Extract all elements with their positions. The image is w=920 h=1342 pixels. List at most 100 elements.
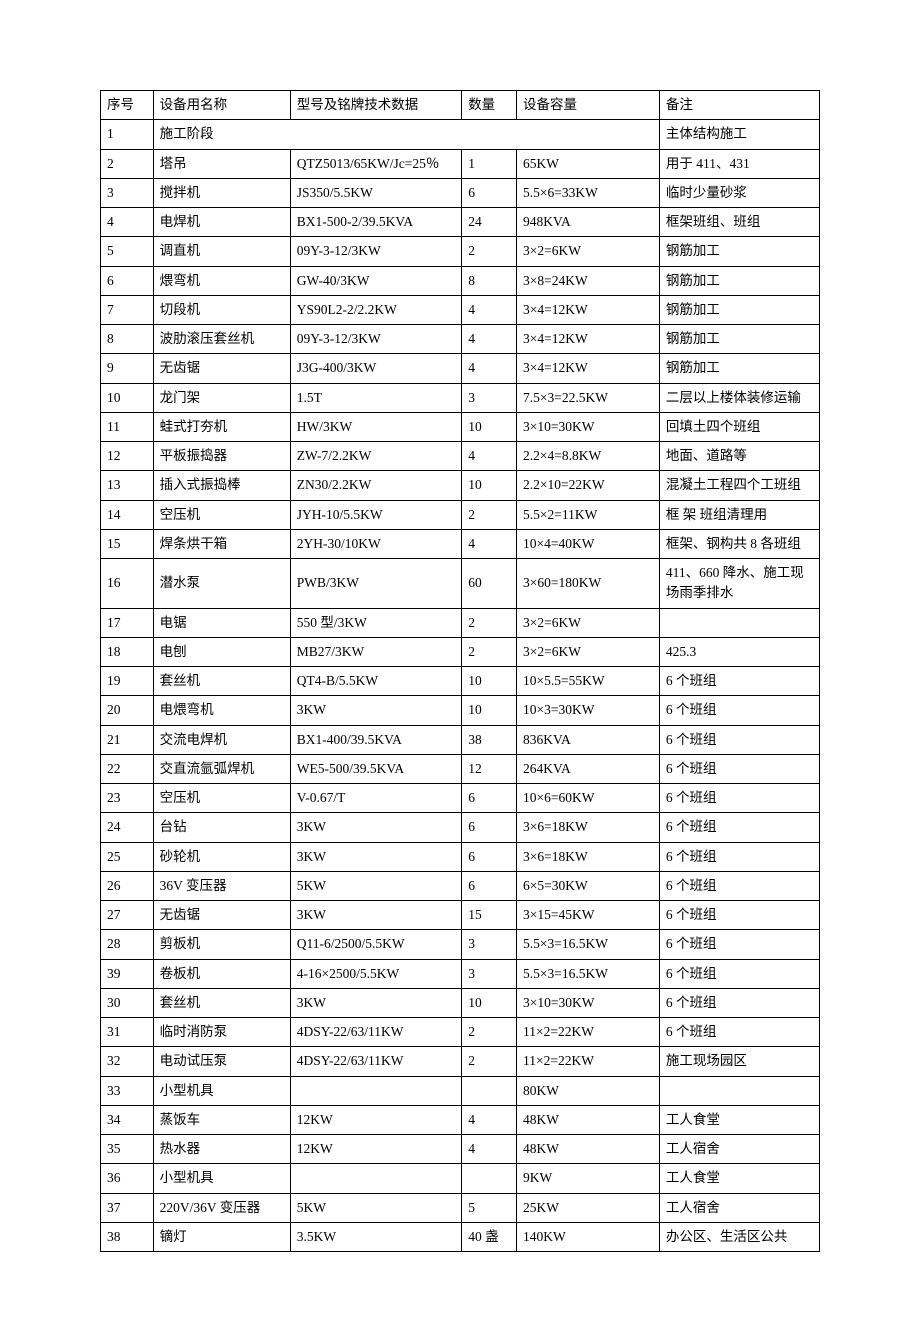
cell-name: 平板振捣器 bbox=[153, 442, 290, 471]
cell-model: 3.5KW bbox=[290, 1222, 461, 1251]
cell-cap: 2.2×10=22KW bbox=[517, 471, 660, 500]
cell-qty: 4 bbox=[462, 1135, 517, 1164]
table-row: 2塔吊QTZ5013/65KW/Jc=25％165KW用于 411、431 bbox=[101, 149, 820, 178]
cell-qty: 4 bbox=[462, 442, 517, 471]
table-row: 3搅拌机JS350/5.5KW65.5×6=33KW临时少量砂浆 bbox=[101, 178, 820, 207]
table-row: 23空压机V-0.67/T610×6=60KW6 个班组 bbox=[101, 784, 820, 813]
table-row: 21交流电焊机BX1-400/39.5KVA38836KVA6 个班组 bbox=[101, 725, 820, 754]
cell-cap: 10×3=30KW bbox=[517, 696, 660, 725]
cell-qty: 10 bbox=[462, 471, 517, 500]
cell-note: 用于 411、431 bbox=[659, 149, 819, 178]
table-row: 33小型机具80KW bbox=[101, 1076, 820, 1105]
cell-seq: 36 bbox=[101, 1164, 154, 1193]
cell-qty: 10 bbox=[462, 412, 517, 441]
cell-note: 框架、钢构共 8 各班组 bbox=[659, 529, 819, 558]
table-row: 1施工阶段主体结构施工 bbox=[101, 120, 820, 149]
cell-qty: 15 bbox=[462, 901, 517, 930]
cell-seq: 32 bbox=[101, 1047, 154, 1076]
table-row: 24台钻 3KW63×6=18KW6 个班组 bbox=[101, 813, 820, 842]
cell-name: 插入式振捣棒 bbox=[153, 471, 290, 500]
cell-name: 卷板机 bbox=[153, 959, 290, 988]
cell-note: 钢筋加工 bbox=[659, 266, 819, 295]
cell-model: 1.5T bbox=[290, 383, 461, 412]
cell-seq: 3 bbox=[101, 178, 154, 207]
table-row: 35热水器12KW448KW工人宿舍 bbox=[101, 1135, 820, 1164]
cell-cap: 65KW bbox=[517, 149, 660, 178]
cell-note: 办公区、生活区公共 bbox=[659, 1222, 819, 1251]
col-header-name: 设备用名称 bbox=[153, 91, 290, 120]
cell-seq: 19 bbox=[101, 667, 154, 696]
cell-name: 套丝机 bbox=[153, 667, 290, 696]
cell-name: 无齿锯 bbox=[153, 354, 290, 383]
cell-model bbox=[290, 1076, 461, 1105]
cell-model: 3KW bbox=[290, 696, 461, 725]
cell-model: 12KW bbox=[290, 1105, 461, 1134]
cell-seq: 9 bbox=[101, 354, 154, 383]
cell-model: 5KW bbox=[290, 1193, 461, 1222]
cell-note: 钢筋加工 bbox=[659, 354, 819, 383]
cell-name: 龙门架 bbox=[153, 383, 290, 412]
cell-name: 电煨弯机 bbox=[153, 696, 290, 725]
cell-cap: 48KW bbox=[517, 1135, 660, 1164]
cell-name: 临时消防泵 bbox=[153, 1018, 290, 1047]
table-row: 15焊条烘干箱2YH-30/10KW410×4=40KW框架、钢构共 8 各班组 bbox=[101, 529, 820, 558]
cell-note: 主体结构施工 bbox=[659, 120, 819, 149]
cell-name: 交直流氩弧焊机 bbox=[153, 754, 290, 783]
cell-cap: 48KW bbox=[517, 1105, 660, 1134]
cell-cap: 9KW bbox=[517, 1164, 660, 1193]
cell-model: ZN30/2.2KW bbox=[290, 471, 461, 500]
cell-seq: 16 bbox=[101, 559, 154, 609]
cell-model: BX1-500-2/39.5KVA bbox=[290, 208, 461, 237]
cell-qty: 38 bbox=[462, 725, 517, 754]
cell-qty: 60 bbox=[462, 559, 517, 609]
cell-seq: 21 bbox=[101, 725, 154, 754]
cell-note: 6 个班组 bbox=[659, 842, 819, 871]
cell-name: 砂轮机 bbox=[153, 842, 290, 871]
table-row: 28剪板机Q11-6/2500/5.5KW35.5×3=16.5KW6 个班组 bbox=[101, 930, 820, 959]
table-row: 39卷板机4-16×2500/5.5KW35.5×3=16.5KW6 个班组 bbox=[101, 959, 820, 988]
col-header-qty: 数量 bbox=[462, 91, 517, 120]
cell-qty: 2 bbox=[462, 237, 517, 266]
table-row: 22交直流氩弧焊机WE5-500/39.5KVA12264KVA6 个班组 bbox=[101, 754, 820, 783]
table-row: 14空压机JYH-10/5.5KW25.5×2=11KW框 架 班组清理用 bbox=[101, 500, 820, 529]
cell-model: 4DSY-22/63/11KW bbox=[290, 1047, 461, 1076]
table-row: 32电动试压泵4DSY-22/63/11KW211×2=22KW施工现场园区 bbox=[101, 1047, 820, 1076]
cell-note: 回填土四个班组 bbox=[659, 412, 819, 441]
cell-seq: 1 bbox=[101, 120, 154, 149]
cell-model: V-0.67/T bbox=[290, 784, 461, 813]
cell-note: 6 个班组 bbox=[659, 696, 819, 725]
cell-seq: 28 bbox=[101, 930, 154, 959]
col-header-seq: 序号 bbox=[101, 91, 154, 120]
cell-qty: 6 bbox=[462, 813, 517, 842]
table-row: 18电刨MB27/3KW23×2=6KW425.3 bbox=[101, 637, 820, 666]
cell-note: 6 个班组 bbox=[659, 901, 819, 930]
cell-seq: 35 bbox=[101, 1135, 154, 1164]
table-row: 8波肋滚压套丝机09Y-3-12/3KW43×4=12KW钢筋加工 bbox=[101, 325, 820, 354]
table-row: 4电焊机BX1-500-2/39.5KVA24948KVA框架班组、班组 bbox=[101, 208, 820, 237]
cell-name: 空压机 bbox=[153, 500, 290, 529]
cell-model: 4DSY-22/63/11KW bbox=[290, 1018, 461, 1047]
cell-note: 施工现场园区 bbox=[659, 1047, 819, 1076]
cell-model: 09Y-3-12/3KW bbox=[290, 237, 461, 266]
cell-name: 小型机具 bbox=[153, 1076, 290, 1105]
cell-cap: 80KW bbox=[517, 1076, 660, 1105]
cell-qty: 2 bbox=[462, 1018, 517, 1047]
cell-qty: 4 bbox=[462, 325, 517, 354]
cell-name: 塔吊 bbox=[153, 149, 290, 178]
table-row: 9无齿锯J3G-400/3KW43×4=12KW钢筋加工 bbox=[101, 354, 820, 383]
cell-name: 潜水泵 bbox=[153, 559, 290, 609]
cell-cap: 25KW bbox=[517, 1193, 660, 1222]
cell-note: 6 个班组 bbox=[659, 667, 819, 696]
table-row: 36小型机具9KW工人食堂 bbox=[101, 1164, 820, 1193]
cell-qty bbox=[462, 1076, 517, 1105]
cell-model bbox=[290, 1164, 461, 1193]
cell-cap: 3×60=180KW bbox=[517, 559, 660, 609]
cell-qty: 4 bbox=[462, 529, 517, 558]
table-row: 20电煨弯机 3KW1010×3=30KW6 个班组 bbox=[101, 696, 820, 725]
cell-model: 3KW bbox=[290, 813, 461, 842]
cell-cap: 5.5×3=16.5KW bbox=[517, 930, 660, 959]
cell-note: 6 个班组 bbox=[659, 784, 819, 813]
cell-name: 蒸饭车 bbox=[153, 1105, 290, 1134]
cell-seq: 24 bbox=[101, 813, 154, 842]
cell-note: 6 个班组 bbox=[659, 959, 819, 988]
